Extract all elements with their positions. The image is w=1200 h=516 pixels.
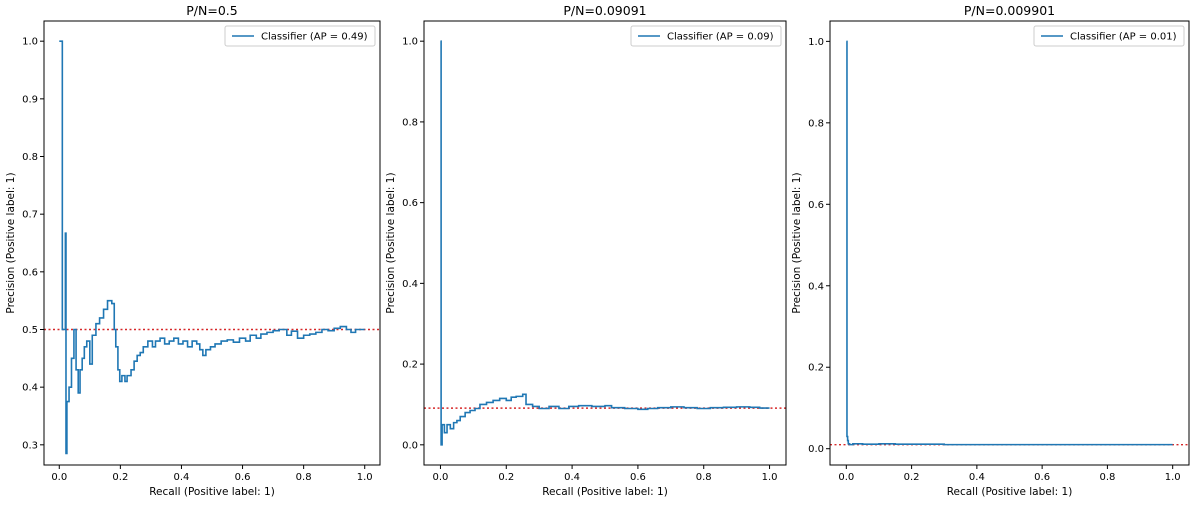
x-tick-label: 0.0 — [838, 472, 854, 483]
series-line-1 — [440, 40, 770, 446]
y-tick-label: 0.6 — [22, 267, 38, 278]
plot-frame — [43, 20, 381, 466]
y-tick-label: 0.4 — [22, 383, 38, 394]
x-tick-label: 1.0 — [1165, 472, 1181, 483]
y-tick-label: 0.8 — [402, 117, 418, 128]
legend: Classifier (AP = 0.09) — [630, 25, 782, 47]
x-tick-label: 0.8 — [696, 472, 712, 483]
x-tick-label: 1.0 — [762, 472, 778, 483]
plot-frame — [423, 20, 787, 466]
y-tick-label: 0.6 — [402, 198, 418, 209]
x-tick-label: 0.2 — [498, 472, 514, 483]
legend-label: Classifier (AP = 0.49) — [261, 32, 368, 43]
series-line-1 — [59, 40, 365, 455]
x-tick-label: 0.8 — [1099, 472, 1115, 483]
chart-title: P/N=0.009901 — [964, 3, 1055, 18]
plot-frame — [829, 20, 1190, 466]
legend-box — [224, 25, 376, 47]
y-axis-label: Precision (Positive label: 1) — [5, 172, 17, 313]
chart-panel-3: 0.0 0.2 0.4 0.6 0.8 1.0 0.0 0.2 0.4 0.6 0.8 1.0 P/N=… — [791, 3, 1190, 498]
x-axis-label: Recall (Positive label: 1) — [947, 486, 1073, 498]
y-tick-label: 0.2 — [808, 363, 824, 374]
x-tick-label: 0.4 — [174, 472, 190, 483]
y-tick-label: 1.0 — [808, 37, 824, 48]
y-tick-label: 1.0 — [402, 37, 418, 48]
y-tick-label: 1.0 — [22, 37, 38, 48]
y-axis-label: Precision (Positive label: 1) — [385, 172, 397, 313]
legend-box — [1033, 25, 1185, 47]
chart-title: P/N=0.09091 — [563, 3, 646, 18]
y-tick-label: 0.3 — [22, 440, 38, 451]
series-line-1 — [846, 40, 1173, 446]
legend-label: Classifier (AP = 0.09) — [667, 32, 774, 43]
x-tick-label: 0.6 — [630, 472, 646, 483]
y-tick-label: 0.0 — [402, 440, 418, 451]
y-axis-label: Precision (Positive label: 1) — [791, 172, 803, 313]
x-axis-label: Recall (Positive label: 1) — [542, 486, 668, 498]
legend: Classifier (AP = 0.01) — [1033, 25, 1185, 47]
legend-box — [630, 25, 782, 47]
y-tick-label: 0.8 — [808, 118, 824, 129]
y-tick-label: 0.4 — [808, 281, 824, 292]
chart-panel-1: 0.0 0.2 0.4 0.6 0.8 1.0 0.3 0.4 0.5 0.6 0.7 0.8 0.9 1… — [5, 3, 381, 498]
y-tick-label: 0.2 — [402, 360, 418, 371]
legend: Classifier (AP = 0.49) — [224, 25, 376, 47]
x-axis-label: Recall (Positive label: 1) — [149, 486, 275, 498]
x-tick-label: 0.2 — [112, 472, 128, 483]
x-tick-label: 0.8 — [296, 472, 312, 483]
x-tick-label: 0.0 — [51, 472, 67, 483]
y-tick-label: 0.9 — [22, 94, 38, 105]
x-tick-label: 0.6 — [1034, 472, 1050, 483]
y-tick-label: 0.8 — [22, 152, 38, 163]
y-tick-label: 0.5 — [22, 325, 38, 336]
x-tick-label: 0.2 — [904, 472, 920, 483]
x-tick-label: 0.4 — [564, 472, 580, 483]
legend-label: Classifier (AP = 0.01) — [1070, 32, 1177, 43]
y-tick-label: 0.0 — [808, 444, 824, 455]
x-tick-label: 0.6 — [235, 472, 251, 483]
y-tick-label: 0.4 — [402, 279, 418, 290]
y-tick-label: 0.7 — [22, 210, 38, 221]
x-tick-label: 0.4 — [969, 472, 985, 483]
chart-title: P/N=0.5 — [186, 3, 237, 18]
chart-panel-2: 0.0 0.2 0.4 0.6 0.8 1.0 0.0 0.2 0.4 0.6 0.8 1.0 P/N=… — [385, 3, 787, 498]
x-tick-label: 1.0 — [357, 472, 373, 483]
x-tick-label: 0.0 — [433, 472, 449, 483]
y-tick-label: 0.6 — [808, 200, 824, 211]
